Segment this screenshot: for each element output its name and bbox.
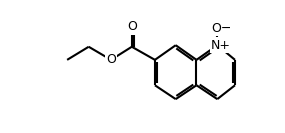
Text: O: O bbox=[106, 53, 116, 66]
Text: O−: O− bbox=[211, 22, 231, 35]
Text: N+: N+ bbox=[211, 39, 231, 52]
Text: O: O bbox=[127, 20, 137, 33]
